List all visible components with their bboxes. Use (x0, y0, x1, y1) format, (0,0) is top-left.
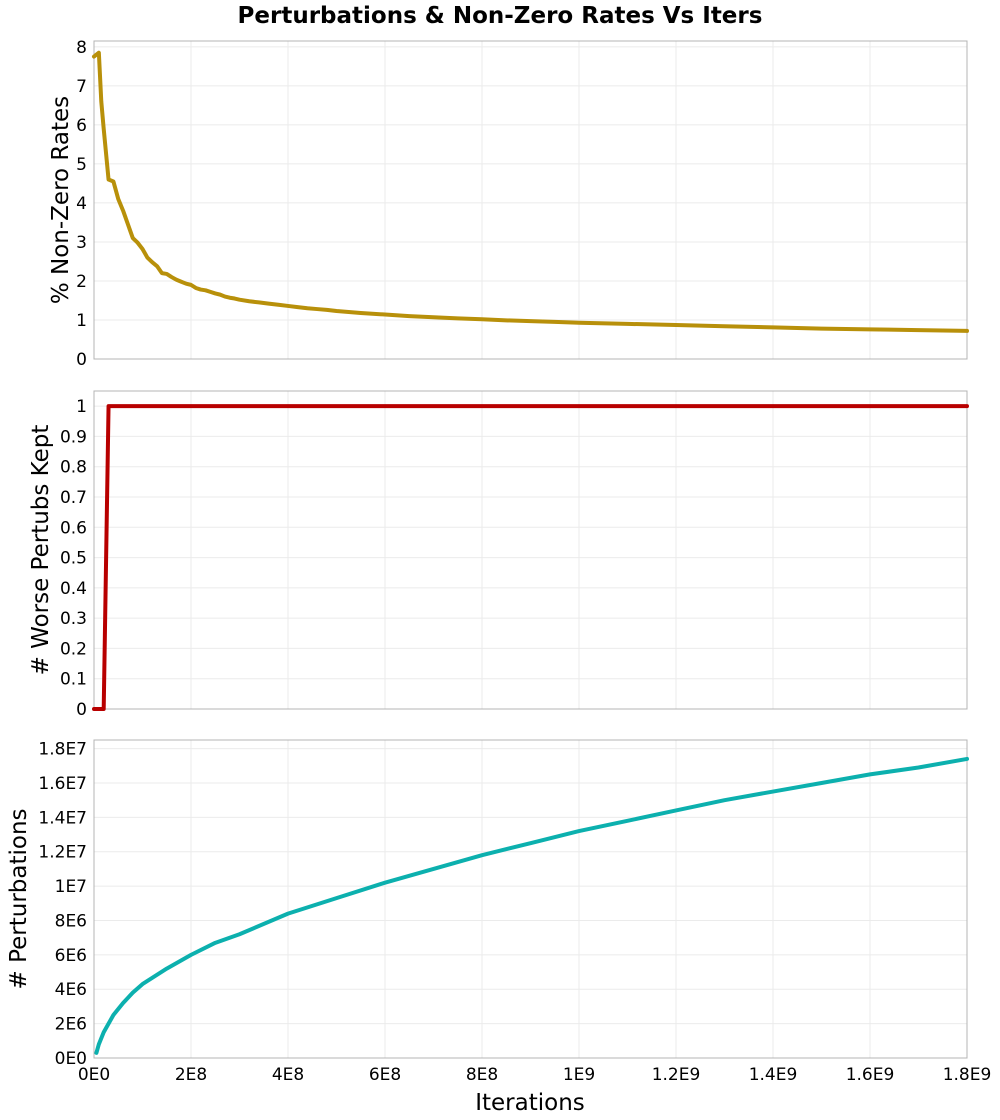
y-tick-label: 2E6 (55, 1015, 87, 1035)
y-tick-label: 0.8 (60, 458, 87, 478)
y-axis-label: % Non-Zero Rates (48, 96, 74, 304)
x-tick-label: 4E8 (272, 1065, 304, 1085)
y-tick-label: 8E6 (55, 911, 87, 931)
y-tick-label: 1.2E7 (38, 843, 87, 863)
y-tick-label: 0E0 (55, 1049, 87, 1069)
y-tick-label: 0.3 (60, 609, 87, 629)
series-line-worse-perturbs-kept (92, 404, 969, 711)
y-tick-label: 1E7 (55, 877, 87, 897)
y-tick-label: 7 (76, 77, 87, 97)
y-tick-label: 5 (76, 155, 87, 175)
plot-frame (93, 390, 968, 710)
x-tick-label: 1E9 (563, 1065, 595, 1085)
x-tick-label: 1.6E9 (846, 1065, 895, 1085)
y-tick-label: 0.6 (60, 518, 87, 538)
y-tick-label: 8 (76, 38, 87, 58)
y-tick-label: 3 (76, 233, 87, 253)
panel-nonzero-rates: 0 1 2 3 4 5 6 7 8 % Non-Zero Rates (48, 38, 969, 370)
x-axis-label: Iterations (475, 1090, 585, 1116)
y-tick-label: 0.7 (60, 488, 87, 508)
y-tick-label: 0.1 (60, 670, 87, 690)
plot-frame (93, 40, 968, 360)
panel-perturbations: 0E0 2E6 4E6 6E6 8E6 1E7 1.2E7 1.4E7 1.6E7 1.8E7 # … (6, 739, 992, 1085)
y-tick-label: 6 (76, 116, 87, 136)
y-tick-label: 0.2 (60, 639, 87, 659)
y-tick-label: 4E6 (55, 980, 87, 1000)
y-tick-label: 4 (76, 194, 87, 214)
y-tick-label: 2 (76, 272, 87, 292)
y-axis-label: # Perturbations (6, 808, 32, 989)
series-line-perturbations (94, 756, 969, 1055)
x-tick-label: 1.8E9 (943, 1065, 992, 1085)
y-tick-label: 0 (76, 700, 87, 720)
x-tick-label: 8E8 (466, 1065, 498, 1085)
panel-worse-perturbs-kept: 0 0.1 0.2 0.3 0.4 0.5 0.6 0.7 0.8 0.9 1 # Worse Per… (28, 390, 969, 720)
y-tick-label: 1 (76, 311, 87, 331)
y-tick-label: 0.4 (60, 579, 87, 599)
x-tick-label: 6E8 (369, 1065, 401, 1085)
chart-title: Perturbations & Non-Zero Rates Vs Iters (238, 3, 763, 29)
series-line-nonzero-rates (92, 50, 969, 333)
y-tick-label: 6E6 (55, 946, 87, 966)
y-tick-label: 0 (76, 350, 87, 370)
x-tick-label: 1.2E9 (652, 1065, 701, 1085)
y-tick-label: 1.4E7 (38, 808, 87, 828)
y-tick-label: 1 (76, 397, 87, 417)
y-tick-label: 1.6E7 (38, 774, 87, 794)
y-tick-label: 0.9 (60, 427, 87, 447)
x-tick-label: 0E0 (78, 1065, 110, 1085)
plot-frame (93, 739, 968, 1059)
chart-panels: 0 1 2 3 4 5 6 7 8 % Non-Zero Rates 0 0.1 0.2 0.3 0.4 0.… (6, 38, 991, 1085)
y-axis-label: # Worse Pertubs Kept (28, 425, 54, 676)
y-tick-label: 1.8E7 (38, 740, 87, 760)
x-tick-label: 1.4E9 (749, 1065, 798, 1085)
x-tick-label: 2E8 (175, 1065, 207, 1085)
y-tick-label: 0.5 (60, 549, 87, 569)
